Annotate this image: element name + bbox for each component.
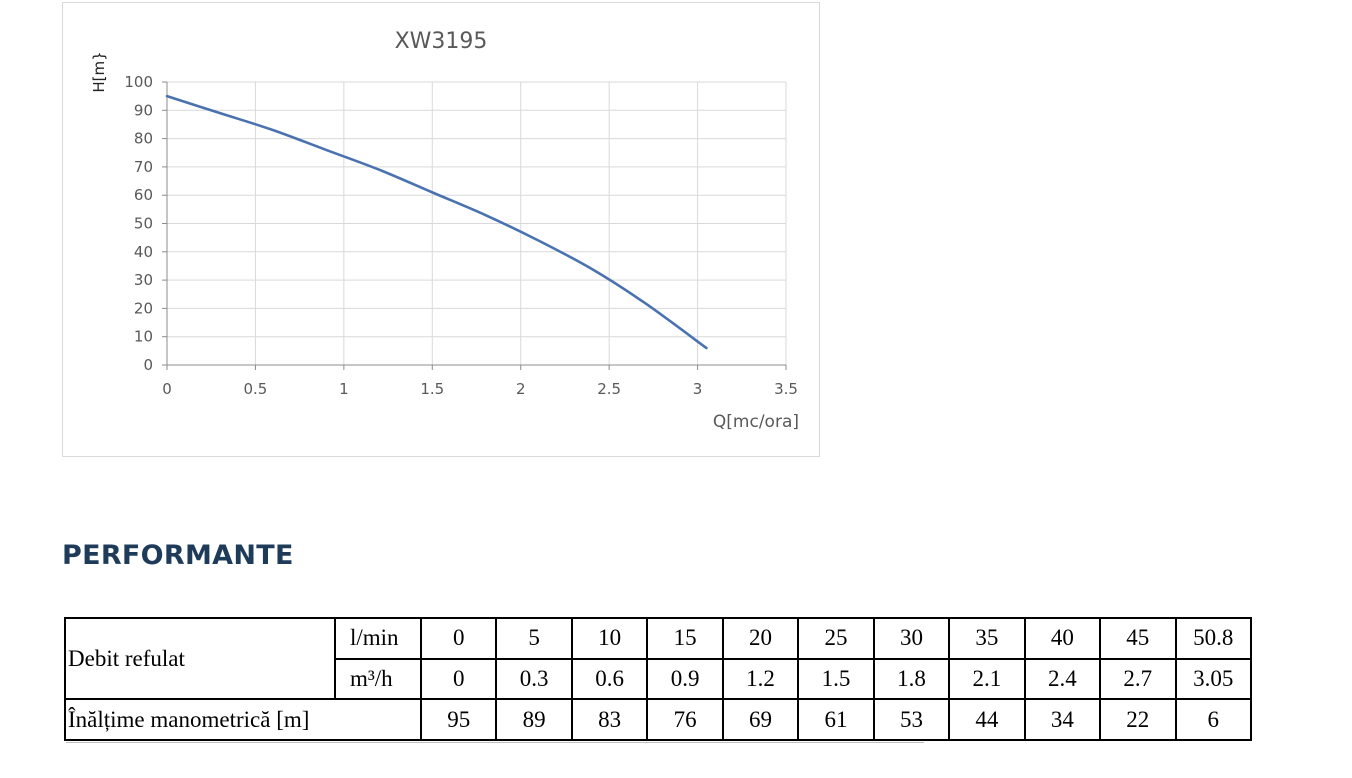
table-row-head: Înălțime manometrică [m] 95 89 83 76 69 61 53 4… [64,698,1253,741]
y-tick-label: 70 [134,158,153,176]
head-value-cell: 6 [1174,698,1253,741]
series-line [165,94,708,350]
chart-container: 0 10 20 30 40 50 60 70 80 90 100 0 0.5 1 1.5 2 2.5 3 3.5 X… [62,2,820,457]
lmin-value-cell: 0 [419,617,498,660]
x-tick-label: 1.5 [420,380,444,398]
m3h-value-cell: 0.9 [646,657,724,701]
x-tick-label: 2 [516,380,526,398]
y-tick-label: 10 [134,328,153,346]
head-value-cell: 53 [872,698,951,741]
y-tick-label: 60 [134,186,153,204]
y-tick-label: 20 [134,299,153,317]
section-heading: PERFORMANTE [62,540,294,571]
unit-lmin-cell: l/min [334,617,422,660]
head-value-cell: 95 [419,698,498,741]
m3h-value-cell: 2.1 [948,657,1026,701]
lmin-value-cell: 10 [570,617,649,660]
performance-table: Debit refulat l/min 0 5 10 15 20 25 30 35 40 45 50… [64,616,1253,741]
head-value-cell: 83 [570,698,649,741]
head-value-cell: 76 [646,698,724,741]
y-tick-label: 100 [124,73,153,91]
m3h-value-cell: 1.2 [721,657,800,701]
lmin-value-cell: 20 [721,617,800,660]
y-tick-label: 30 [134,271,153,289]
m3h-value-cell: 2.4 [1023,657,1102,701]
y-axis-label: H[m} [90,51,108,92]
flow-row-label: Debit refulat [64,616,336,701]
head-value-cell: 89 [495,698,573,741]
x-tick-label: 1 [339,380,349,398]
lmin-value-cell: 45 [1099,617,1177,660]
head-row-label: Înălțime manometrică [m] [64,698,422,741]
head-value-cell: 69 [721,698,800,741]
table-underline [66,742,924,743]
lmin-value-cell: 25 [797,617,875,660]
pump-curve-chart: 0 10 20 30 40 50 60 70 80 90 100 0 0.5 1 1.5 2 2.5 3 3.5 X… [90,29,799,432]
m3h-value-cell: 1.8 [872,657,951,701]
y-tick-label: 0 [143,356,153,374]
lmin-value-cell: 40 [1023,617,1102,660]
lmin-value-cell: 50.8 [1174,617,1253,660]
lmin-value-cell: 15 [646,617,724,660]
head-value-cell: 22 [1099,698,1177,741]
x-tick-label: 3.5 [774,380,798,398]
head-value-cell: 34 [1023,698,1102,741]
lmin-value-cell: 35 [948,617,1026,660]
y-tick-label: 50 [134,215,153,233]
y-tick-label: 90 [134,101,153,119]
head-value-cell: 44 [948,698,1026,741]
m3h-value-cell: 0.3 [495,657,573,701]
m3h-value-cell: 2.7 [1099,657,1177,701]
y-tick-label: 80 [134,130,153,148]
m3h-value-cell: 3.05 [1174,657,1253,701]
table-row-lmin: Debit refulat l/min 0 5 10 15 20 25 30 35 40 45 50… [64,616,1253,701]
lmin-value-cell: 5 [495,617,573,660]
x-tick-label: 0.5 [243,380,267,398]
m3h-value-cell: 1.5 [797,657,875,701]
table-row-m3h: m³/h 0 0.3 0.6 0.9 1.2 1.5 1.8 2.1 2.4 2.7 3.05 [65,657,1253,701]
m3h-value-cell: 0 [419,657,498,701]
lmin-value-cell: 30 [872,617,951,660]
chart-title: XW3195 [395,29,488,54]
unit-m3h-cell: m³/h [334,657,422,701]
y-tick-label: 40 [134,243,153,261]
x-tick-label: 2.5 [597,380,621,398]
m3h-value-cell: 0.6 [570,657,649,701]
x-tick-label: 0 [162,380,172,398]
head-value-cell: 61 [797,698,875,741]
x-axis-label: Q[mc/ora] [713,412,799,432]
x-tick-label: 3 [693,380,703,398]
